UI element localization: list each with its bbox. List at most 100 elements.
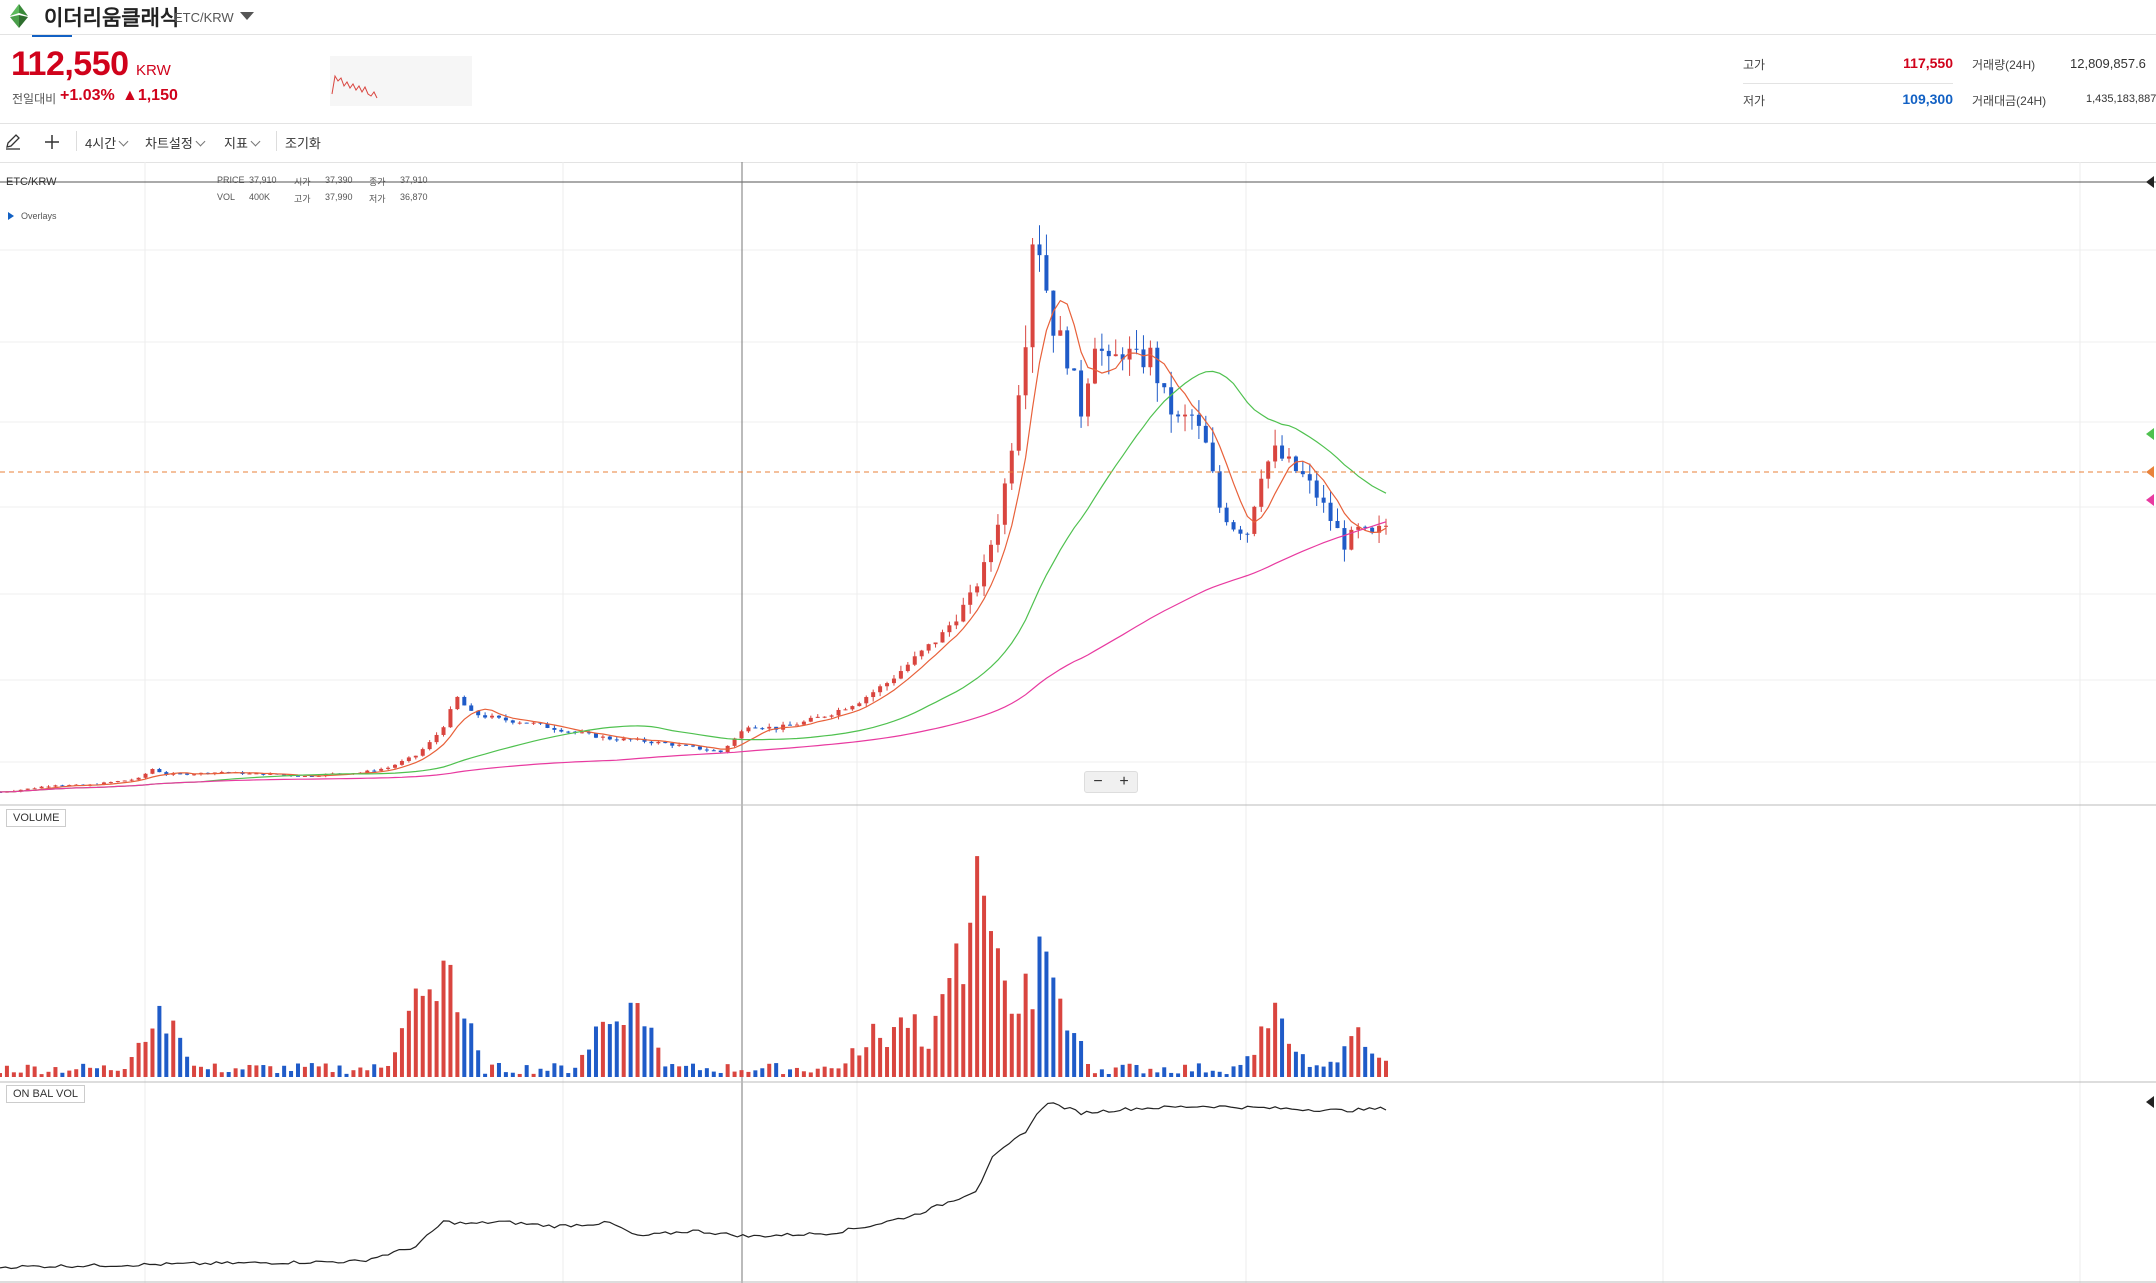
volume-bar: [1273, 1002, 1278, 1077]
candle-body: [794, 724, 799, 726]
candle-body: [788, 724, 793, 726]
volume-bar: [836, 1068, 841, 1077]
price-unit: KRW: [136, 62, 171, 79]
zoom-in-button[interactable]: +: [1119, 773, 1129, 790]
candle-body: [1321, 497, 1326, 503]
candle-body: [961, 604, 966, 622]
candle-body: [898, 671, 903, 679]
volume-bar: [725, 1064, 730, 1077]
candle-body: [1238, 529, 1243, 534]
zoom-out-button[interactable]: −: [1093, 773, 1103, 790]
volume-bar: [1030, 1009, 1035, 1077]
volume-bar: [74, 1069, 79, 1077]
moving-averages: [0, 299, 1387, 793]
volume-bar: [302, 1066, 307, 1077]
volume-bar: [351, 1070, 356, 1077]
info-low-label: 저가: [369, 194, 386, 204]
price-chart[interactable]: [0, 162, 2156, 1283]
info-price-label: PRICE: [217, 175, 245, 185]
candle-body: [18, 789, 23, 792]
info-close-label: 종가: [369, 177, 386, 187]
volume-bar: [171, 1020, 176, 1077]
volume-bar: [254, 1065, 259, 1077]
volume-bar: [1266, 1028, 1271, 1077]
volume-bar: [954, 943, 959, 1077]
candle-body: [954, 621, 959, 626]
candle-body: [1377, 525, 1382, 533]
candle-body: [808, 717, 813, 722]
pencil-icon[interactable]: [4, 133, 22, 151]
volume-bar: [198, 1066, 203, 1077]
volume-bar: [774, 1063, 779, 1077]
volume-bar: [573, 1067, 578, 1077]
chart-settings-menu[interactable]: 차트설정: [145, 133, 206, 152]
candle-body: [1169, 387, 1174, 415]
candle-body: [1044, 255, 1049, 291]
candle-body: [517, 722, 522, 724]
volume-bar: [850, 1048, 855, 1077]
chart-grid: [0, 162, 2156, 1283]
candle-body: [995, 524, 1000, 545]
candle-body: [476, 710, 481, 716]
volume-bar: [1377, 1057, 1382, 1077]
candle-body: [684, 744, 689, 746]
volume-bar: [1238, 1064, 1243, 1077]
volume-bar: [1106, 1074, 1111, 1077]
overlays-toggle[interactable]: Overlays: [21, 211, 57, 221]
candle-body: [1189, 414, 1194, 416]
volume-bar: [1051, 977, 1056, 1077]
candle-body: [732, 738, 737, 746]
volume-bar: [691, 1063, 695, 1077]
candle-body: [566, 731, 571, 733]
candle-body: [136, 777, 141, 780]
candle-body: [718, 750, 723, 753]
volume-bar: [822, 1066, 827, 1077]
volume-bar: [25, 1064, 30, 1077]
volume-bar: [760, 1068, 765, 1077]
low-label: 저가: [1743, 94, 1766, 108]
obv-path: [0, 1102, 1387, 1270]
volume-bar: [1328, 1061, 1333, 1077]
volume-bar: [808, 1072, 813, 1077]
volume-bar: [1162, 1067, 1167, 1077]
volume-bars: [0, 856, 1388, 1077]
candle-body: [302, 775, 307, 777]
volume-bar: [81, 1063, 86, 1077]
ethereum-classic-logo-icon: [10, 4, 28, 28]
candle-body: [545, 723, 550, 728]
candle-body: [822, 716, 827, 718]
candle-body: [836, 709, 841, 716]
candle-body: [503, 717, 508, 721]
amount-24h-value: 1,435,183,887,: [2086, 93, 2156, 105]
volume-bar: [0, 1073, 2, 1077]
volume-bar: [912, 1014, 917, 1077]
volume-bar: [933, 1015, 938, 1077]
candle-body: [455, 696, 460, 710]
info-vol-label: VOL: [217, 192, 236, 202]
overlays-expand-icon[interactable]: [8, 212, 14, 220]
candle-body: [559, 729, 564, 732]
volume-bar: [483, 1073, 488, 1077]
pair-dropdown-icon[interactable]: [240, 12, 254, 20]
candle-body: [968, 592, 973, 605]
volume-bar: [1196, 1063, 1201, 1077]
candle-body: [60, 785, 65, 787]
interval-select[interactable]: 4시간: [85, 133, 129, 152]
volume-bar: [399, 1028, 404, 1077]
crosshair-icon[interactable]: [43, 133, 61, 151]
chevron-down-icon: [250, 136, 261, 147]
reset-button[interactable]: 조기화: [285, 136, 321, 151]
chevron-down-icon: [195, 136, 206, 147]
candle-body: [1162, 383, 1167, 388]
volume-bar: [1245, 1056, 1250, 1077]
volume-bar: [885, 1047, 890, 1077]
candle-body: [1363, 526, 1368, 528]
candle-body: [192, 774, 197, 776]
candle-body: [483, 715, 488, 718]
volume-bar: [32, 1066, 37, 1077]
title-bar: [0, 0, 2156, 35]
volume-bar: [649, 1027, 654, 1077]
indicators-menu[interactable]: 지표: [224, 133, 261, 152]
candle-body: [164, 772, 169, 775]
candle-body: [753, 727, 758, 729]
